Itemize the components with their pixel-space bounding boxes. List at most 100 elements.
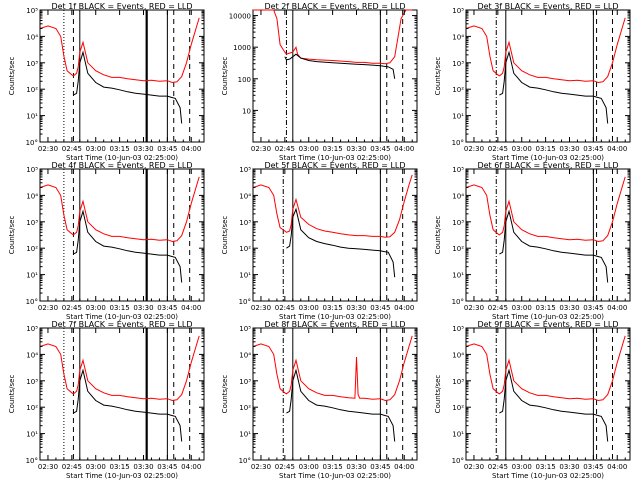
y-tick-label: 10⁵ xyxy=(26,325,38,333)
x-tick-label: 03:15 xyxy=(323,145,343,153)
x-tick-label: 02:45 xyxy=(275,145,295,153)
series-events-line xyxy=(499,368,609,442)
x-tick-label: 03:30 xyxy=(346,145,366,153)
x-tick-label: 03:45 xyxy=(370,463,390,471)
x-tick-label: 03:15 xyxy=(323,463,343,471)
y-tick-label: 10⁴ xyxy=(239,351,251,359)
x-tick-label: 03:45 xyxy=(157,463,177,471)
y-tick-label: 10³ xyxy=(26,219,38,227)
y-tick-label: 10° xyxy=(239,298,251,306)
x-tick-label: 03:45 xyxy=(583,304,603,312)
plot-frame xyxy=(39,168,205,302)
x-tick-label: 02:45 xyxy=(275,304,295,312)
y-axis-label: Counts/sec xyxy=(221,57,229,96)
x-tick-label: 03:30 xyxy=(133,463,153,471)
series-lld-line xyxy=(39,17,200,84)
plot-frame xyxy=(465,168,631,302)
y-tick-label: 10² xyxy=(239,404,251,412)
x-tick-label: 03:00 xyxy=(512,304,532,312)
x-tick-label: 03:30 xyxy=(133,304,153,312)
x-tick-label: 03:00 xyxy=(299,304,319,312)
series-lld-line xyxy=(39,176,200,243)
x-tick-label: 04:00 xyxy=(181,145,201,153)
x-tick-label: 02:45 xyxy=(488,463,508,471)
plot-frame xyxy=(252,327,418,461)
series-lld-line xyxy=(252,174,413,238)
x-axis-label: Start Time (10-Jun-03 02:25:00) xyxy=(66,472,178,480)
x-tick-label: 03:30 xyxy=(346,463,366,471)
series-lld-line xyxy=(252,335,413,402)
chart-title: Det 8f BLACK = Events, RED = LLD xyxy=(264,320,405,329)
x-tick-label: 03:30 xyxy=(559,145,579,153)
x-tick-label: 03:00 xyxy=(86,145,106,153)
y-tick-label: 10° xyxy=(26,139,38,147)
chart-title: Det 7f BLACK = Events, RED = LLD xyxy=(51,320,192,329)
x-tick-label: 03:15 xyxy=(536,304,556,312)
y-tick-label: 10⁴ xyxy=(26,192,38,200)
y-tick-label: 10° xyxy=(452,139,464,147)
series-events-line xyxy=(499,209,609,283)
series-lld-line xyxy=(39,335,200,402)
x-tick-label: 04:00 xyxy=(607,145,627,153)
y-tick-label: 10⁴ xyxy=(452,192,464,200)
x-tick-label: 02:45 xyxy=(62,304,82,312)
x-tick-label: 03:15 xyxy=(110,145,130,153)
series-events-line xyxy=(284,53,396,79)
x-axis-label: Start Time (10-Jun-03 02:25:00) xyxy=(492,472,604,480)
y-tick-label: 10° xyxy=(239,457,251,465)
y-axis-label: Counts/sec xyxy=(434,57,442,96)
series-lld-line xyxy=(465,17,626,84)
y-tick-label: 10000 xyxy=(229,13,251,21)
x-tick-label: 03:45 xyxy=(370,145,390,153)
y-tick-label: 10⁵ xyxy=(26,166,38,174)
x-tick-label: 03:45 xyxy=(157,304,177,312)
chart-title: Det 3f BLACK = Events, RED = LLD xyxy=(477,2,618,11)
x-tick-label: 03:00 xyxy=(512,145,532,153)
x-tick-label: 03:45 xyxy=(583,145,603,153)
y-axis-label: Counts/sec xyxy=(434,216,442,255)
x-tick-label: 03:00 xyxy=(86,304,106,312)
chart-title: Det 6f BLACK = Events, RED = LLD xyxy=(477,161,618,170)
y-axis-label: Counts/sec xyxy=(8,216,16,255)
x-tick-label: 02:45 xyxy=(275,463,295,471)
y-tick-label: 10⁴ xyxy=(26,351,38,359)
x-tick-label: 04:00 xyxy=(394,145,414,153)
series-lld-line xyxy=(253,9,413,65)
y-tick-label: 10² xyxy=(452,245,464,253)
x-axis-label: Start Time (10-Jun-03 02:25:00) xyxy=(492,313,604,321)
series-events-line xyxy=(73,209,183,283)
x-tick-label: 03:15 xyxy=(323,304,343,312)
chart-title: Det 2f BLACK = Events, RED = LLD xyxy=(264,2,405,11)
x-tick-label: 02:30 xyxy=(251,145,271,153)
y-tick-label: 10⁵ xyxy=(239,166,251,174)
chart-title: Det 4f BLACK = Events, RED = LLD xyxy=(51,161,192,170)
y-tick-label: 10³ xyxy=(239,219,251,227)
x-tick-label: 03:30 xyxy=(133,145,153,153)
x-tick-label: 02:30 xyxy=(251,463,271,471)
x-tick-label: 04:00 xyxy=(181,304,201,312)
x-tick-label: 04:00 xyxy=(394,463,414,471)
y-tick-label: 10⁴ xyxy=(239,192,251,200)
y-tick-label: 10¹ xyxy=(452,431,464,439)
y-tick-label: 10¹ xyxy=(26,272,38,280)
y-tick-label: 10³ xyxy=(452,60,464,68)
x-tick-label: 02:45 xyxy=(488,145,508,153)
x-tick-label: 03:15 xyxy=(110,463,130,471)
y-tick-label: 10¹ xyxy=(239,272,251,280)
x-tick-label: 03:15 xyxy=(536,463,556,471)
y-tick-label: 10² xyxy=(26,245,38,253)
y-tick-label: 10¹ xyxy=(239,431,251,439)
chart-panel-2f: 10 100 1000 10000 02:30 02:45 03:00 03:15 03:30 0… xyxy=(221,2,418,162)
x-tick-label: 02:45 xyxy=(62,463,82,471)
y-tick-label: 10³ xyxy=(26,378,38,386)
y-axis-label: Counts/sec xyxy=(8,57,16,96)
x-tick-label: 03:15 xyxy=(536,145,556,153)
x-tick-label: 02:30 xyxy=(464,304,484,312)
